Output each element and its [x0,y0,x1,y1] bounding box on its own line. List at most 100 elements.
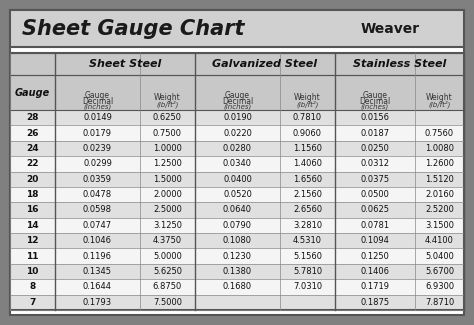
Text: 22: 22 [26,159,39,168]
Text: 0.0239: 0.0239 [83,144,112,153]
Text: 0.1345: 0.1345 [83,267,112,276]
Text: 0.0747: 0.0747 [83,221,112,230]
Text: 0.1250: 0.1250 [361,252,390,261]
Text: 0.7560: 0.7560 [425,129,454,137]
Text: 0.0179: 0.0179 [83,129,112,137]
Text: (inches): (inches) [361,103,389,110]
Text: 0.0359: 0.0359 [83,175,112,184]
Text: 0.1406: 0.1406 [361,267,390,276]
Text: 14: 14 [26,221,39,230]
Text: 5.6700: 5.6700 [425,267,454,276]
Text: Sheet Steel: Sheet Steel [89,59,161,69]
Text: 1.0000: 1.0000 [153,144,182,153]
Text: 0.1046: 0.1046 [83,236,112,245]
Text: 11: 11 [26,252,39,261]
Bar [10,53,464,75]
Text: (inches): (inches) [223,103,252,110]
Text: Weight: Weight [294,94,321,102]
Text: 0.0500: 0.0500 [361,190,390,199]
Text: 1.6560: 1.6560 [293,175,322,184]
Text: 0.0478: 0.0478 [83,190,112,199]
Bar [10,264,464,279]
Text: 1.1560: 1.1560 [293,144,322,153]
Text: 8: 8 [29,282,36,292]
Text: 28: 28 [26,113,39,122]
Text: 3.1250: 3.1250 [153,221,182,230]
Text: Gauge: Gauge [85,90,110,99]
Text: (lb/ft²): (lb/ft²) [428,100,451,108]
Text: Decimal: Decimal [359,97,391,106]
Text: 12: 12 [26,236,39,245]
Bar [10,172,464,187]
Text: 7.0310: 7.0310 [293,282,322,292]
Text: 5.7810: 5.7810 [293,267,322,276]
Text: 7.8710: 7.8710 [425,298,454,307]
Text: 0.0625: 0.0625 [361,205,390,214]
Text: Galvanized Steel: Galvanized Steel [212,59,318,69]
Text: 16: 16 [26,205,39,214]
Text: 0.0149: 0.0149 [83,113,112,122]
Text: Weight: Weight [426,94,453,102]
Bar [10,10,464,47]
Text: Decimal: Decimal [82,97,113,106]
Text: 7.5000: 7.5000 [153,298,182,307]
Text: 4.4100: 4.4100 [425,236,454,245]
Bar [10,202,464,218]
Bar [10,141,464,156]
Text: Gauge: Gauge [15,87,50,98]
Text: 2.0000: 2.0000 [153,190,182,199]
Text: Weaver: Weaver [361,22,420,36]
Text: 0.0190: 0.0190 [223,113,252,122]
Text: 0.1719: 0.1719 [361,282,390,292]
Text: 26: 26 [26,129,39,137]
Text: 0.1080: 0.1080 [223,236,252,245]
Text: 6.9300: 6.9300 [425,282,454,292]
Bar [10,156,464,172]
Text: 0.0375: 0.0375 [360,175,390,184]
Bar [10,248,464,264]
Text: 3.2810: 3.2810 [293,221,322,230]
Text: 5.0000: 5.0000 [153,252,182,261]
Text: 4.3750: 4.3750 [153,236,182,245]
Text: Sheet Gauge Chart: Sheet Gauge Chart [22,19,245,39]
Text: 2.6560: 2.6560 [293,205,322,214]
Bar [10,110,464,125]
Text: 18: 18 [26,190,39,199]
Text: (lb/ft²): (lb/ft²) [156,100,179,108]
Text: 0.1793: 0.1793 [83,298,112,307]
Bar [10,187,464,202]
Text: 0.0187: 0.0187 [360,129,390,137]
Text: Gauge: Gauge [225,90,250,99]
Text: 0.1196: 0.1196 [83,252,112,261]
Text: 0.0250: 0.0250 [361,144,390,153]
Text: 0.0156: 0.0156 [361,113,390,122]
Text: 20: 20 [27,175,39,184]
Text: 5.0400: 5.0400 [425,252,454,261]
Text: 0.0598: 0.0598 [83,205,112,214]
Bar [10,218,464,233]
Text: 0.0280: 0.0280 [223,144,252,153]
Text: 4.5310: 4.5310 [293,236,322,245]
Text: 0.0781: 0.0781 [360,221,390,230]
Bar [10,75,464,110]
Text: 0.1230: 0.1230 [223,252,252,261]
Bar [10,295,464,310]
Text: 1.5120: 1.5120 [425,175,454,184]
Text: 5.6250: 5.6250 [153,267,182,276]
Text: 0.1644: 0.1644 [83,282,112,292]
Text: Gauge: Gauge [363,90,388,99]
Text: 24: 24 [26,144,39,153]
Text: 0.0520: 0.0520 [223,190,252,199]
Text: Decimal: Decimal [222,97,253,106]
Text: 1.4060: 1.4060 [293,159,322,168]
Text: 0.0400: 0.0400 [223,175,252,184]
Text: 0.7810: 0.7810 [293,113,322,122]
Text: 0.0640: 0.0640 [223,205,252,214]
Text: 5.1560: 5.1560 [293,252,322,261]
Text: 1.5000: 1.5000 [153,175,182,184]
Text: (inches): (inches) [83,103,111,110]
Text: 0.6250: 0.6250 [153,113,182,122]
Text: 0.0299: 0.0299 [83,159,112,168]
Text: 2.5000: 2.5000 [153,205,182,214]
Text: 0.1875: 0.1875 [360,298,390,307]
